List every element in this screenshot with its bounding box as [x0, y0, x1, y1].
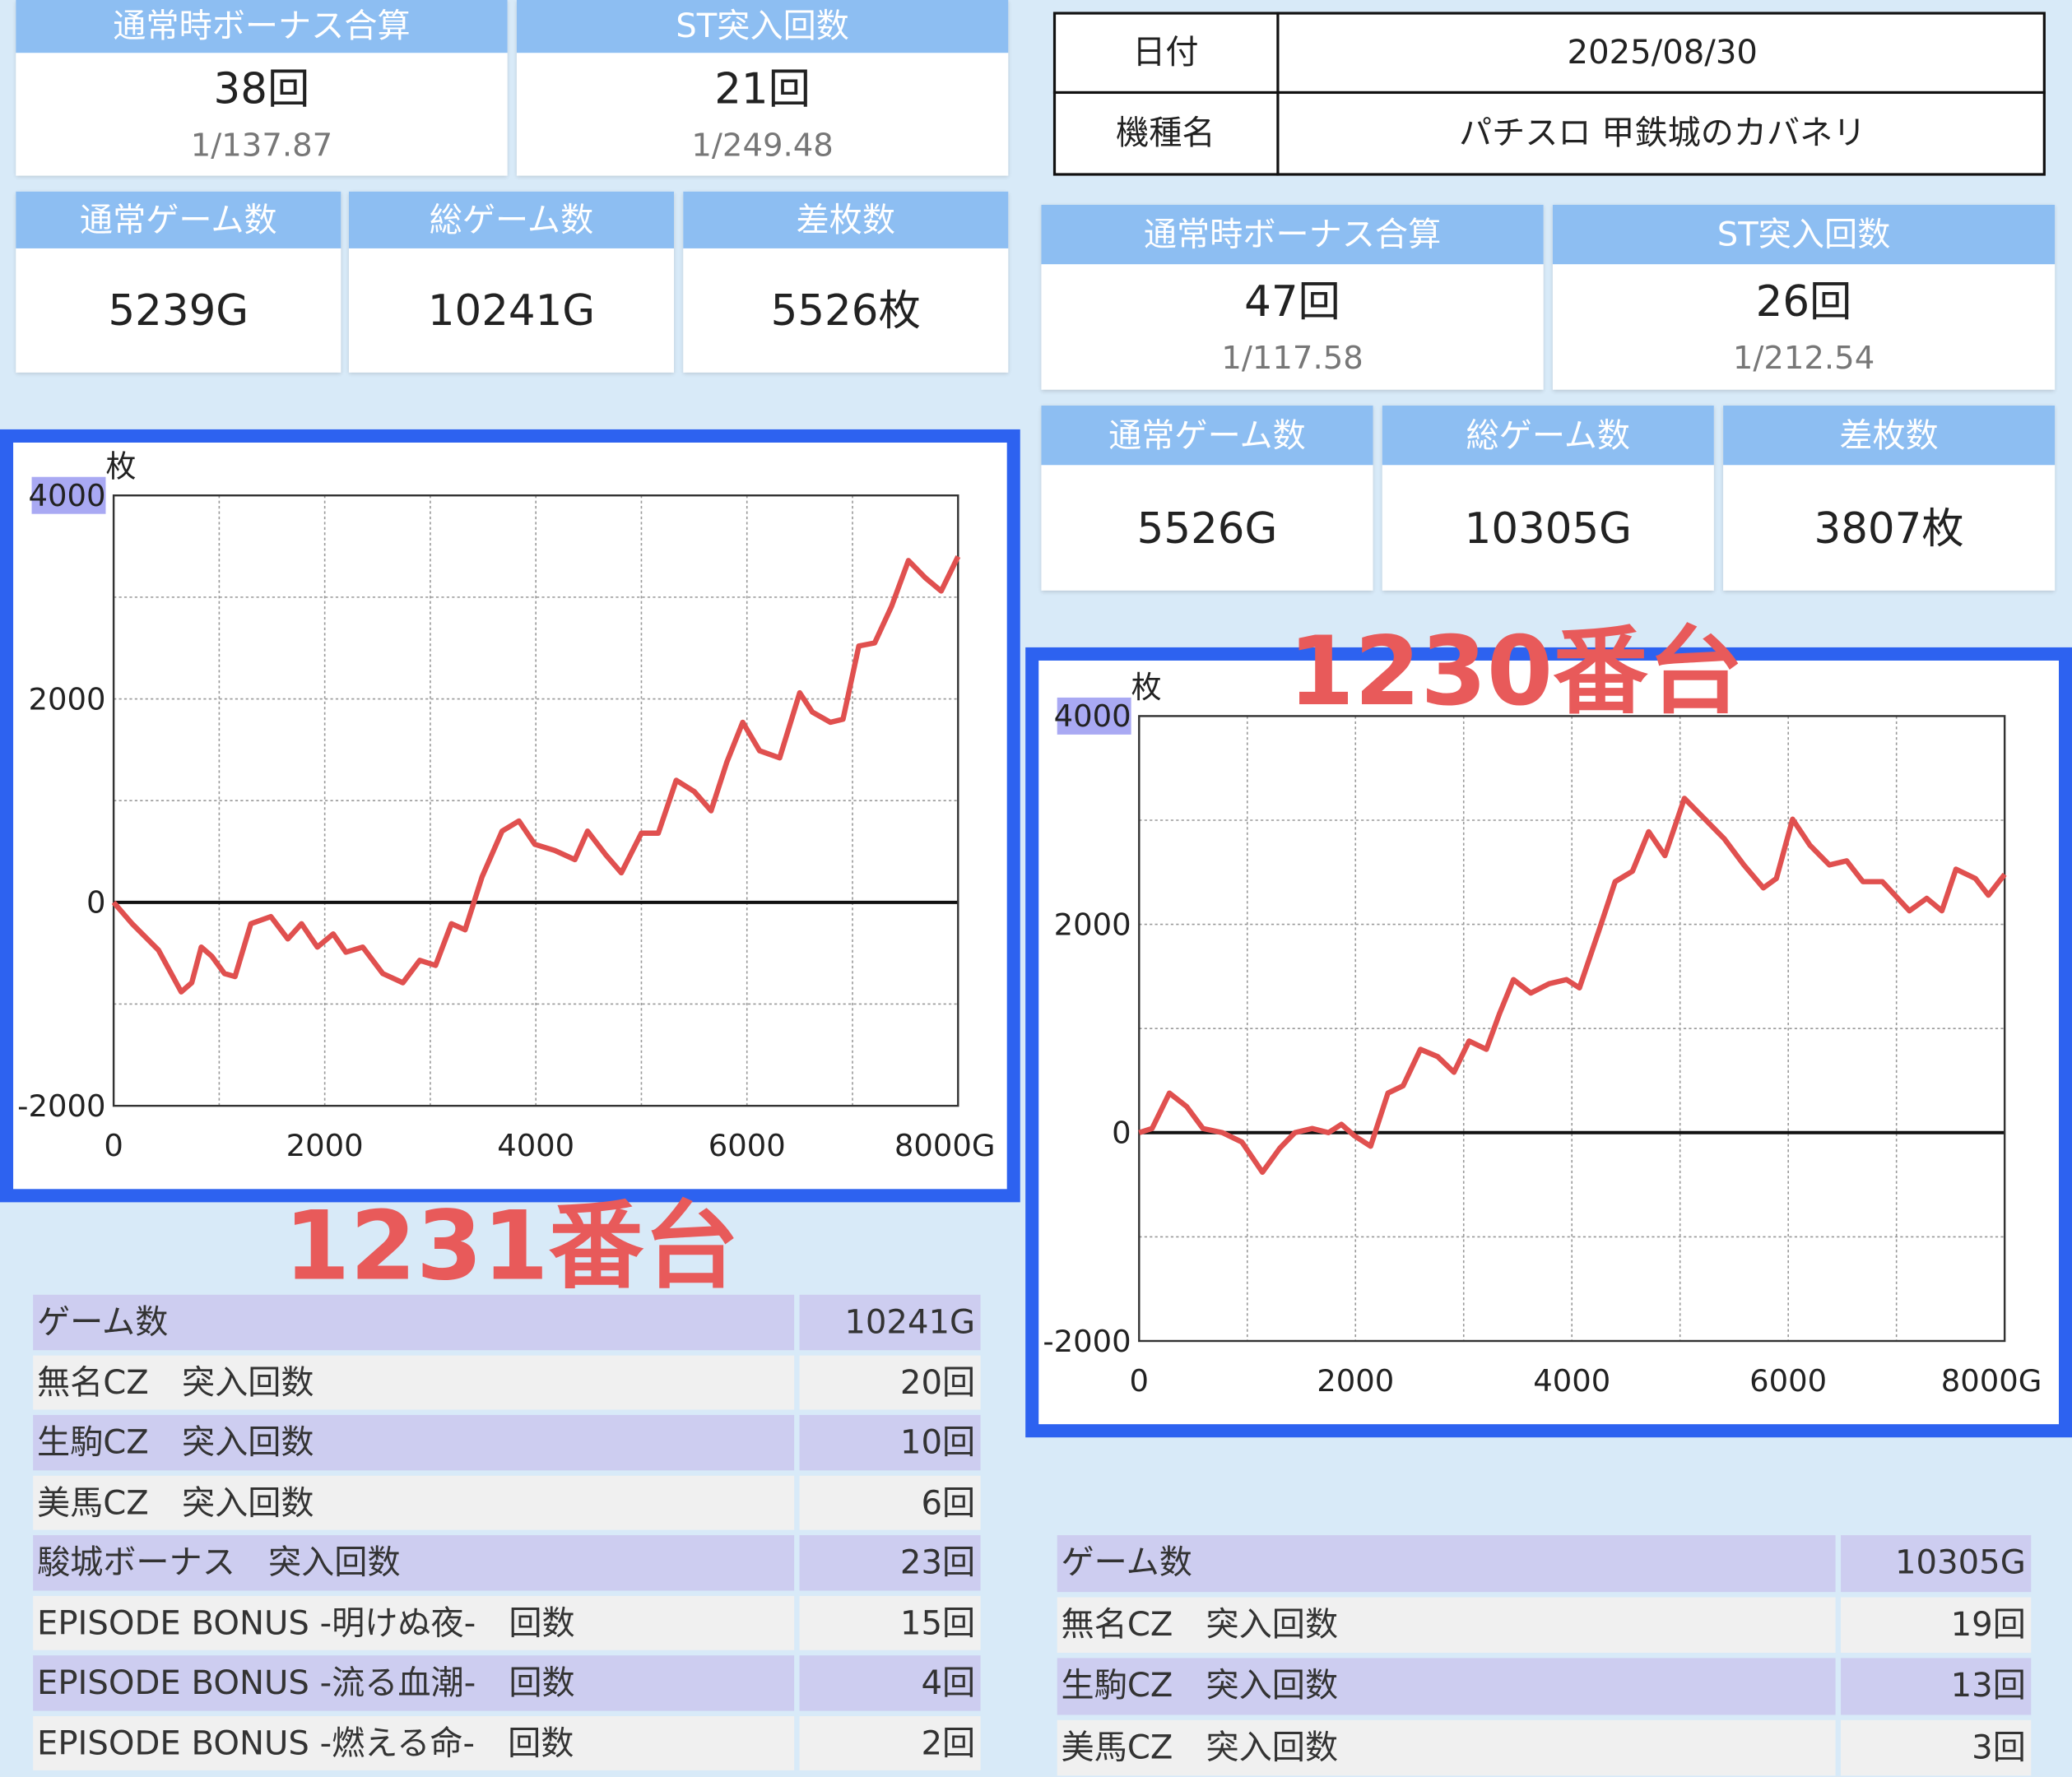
game-header: 総ゲーム数: [348, 191, 675, 248]
info-key: 機種名: [1116, 114, 1215, 152]
stat-header: ST突入回数: [516, 0, 1009, 53]
game-header: 通常ゲーム数: [16, 191, 341, 248]
info-value: 2025/08/30: [1567, 33, 1758, 72]
game-value: 5239G: [108, 285, 249, 336]
x-tick-label: 2000: [286, 1128, 364, 1163]
game-value: 10241G: [427, 285, 596, 336]
x-tick-label: 6000: [1749, 1363, 1827, 1399]
table-value: 15回: [799, 1595, 981, 1650]
x-tick-label: 6000: [708, 1128, 786, 1163]
machine-label: 1230番台: [1288, 617, 1743, 727]
stat-header: ST突入回数: [1552, 204, 2056, 265]
table-value: 20回: [799, 1354, 981, 1410]
y-tick-label: 2000: [29, 681, 106, 717]
tick-highlight: [1057, 697, 1131, 735]
data-line: [111, 554, 961, 995]
y-tick-label: 2000: [1054, 907, 1131, 942]
info-divider: [1052, 90, 2046, 95]
stat-value: 21回: [714, 63, 811, 114]
stat-rate: 1/249.48: [691, 127, 834, 165]
stat-rate: 1/137.87: [190, 127, 333, 165]
table-label: EPISODE BONUS -明けぬ夜- 回数: [33, 1595, 795, 1650]
x-tick-label: 4000: [1533, 1363, 1610, 1399]
y-tick-label: 4000: [29, 478, 106, 513]
table-value: 6回: [799, 1474, 981, 1530]
table-label: ゲーム数: [33, 1294, 795, 1350]
table-label: ゲーム数: [1057, 1535, 1836, 1592]
stat-value: 38回: [213, 63, 310, 114]
y-tick-label: -2000: [1043, 1324, 1131, 1359]
table-label: 生駒CZ 突入回数: [1057, 1658, 1836, 1714]
table-label: 生駒CZ 突入回数: [33, 1414, 795, 1470]
game-header: 通常ゲーム数: [1041, 406, 1373, 466]
table-value: 10305G: [1841, 1535, 2032, 1592]
x-tick-label: 0: [1130, 1363, 1150, 1399]
game-header: 差枚数: [683, 191, 1009, 248]
table-label: 無名CZ 突入回数: [33, 1354, 795, 1410]
game-value: 3807枚: [1814, 503, 1964, 554]
chart-frame: [0, 429, 1020, 1203]
chart-frame: [1025, 647, 2072, 1438]
y-unit: 枚: [105, 449, 136, 485]
stat-rate: 1/117.58: [1221, 339, 1364, 377]
table-value: 4回: [799, 1655, 981, 1710]
game-value: 5526G: [1136, 503, 1278, 554]
table-label: EPISODE BONUS -燃える命- 回数: [33, 1715, 795, 1770]
game-value: 10305G: [1464, 503, 1632, 554]
x-tick-label: 2000: [1317, 1363, 1394, 1399]
stat-value: 47回: [1244, 276, 1340, 327]
table-label: 美馬CZ 突入回数: [1057, 1719, 1836, 1776]
table-label: 美馬CZ 突入回数: [33, 1474, 795, 1530]
table-label: EPISODE BONUS -流る血潮- 回数: [33, 1655, 795, 1710]
y-tick-label: 0: [86, 885, 105, 921]
plot-border: [112, 494, 959, 1107]
info-key: 日付: [1132, 33, 1199, 72]
y-tick-label: -2000: [17, 1088, 105, 1124]
table-label: 無名CZ 突入回数: [1057, 1596, 1836, 1653]
game-header: 差枚数: [1723, 406, 2056, 466]
table-value: 19回: [1841, 1596, 2032, 1653]
table-value: 23回: [799, 1535, 981, 1590]
y-tick-label: 4000: [1054, 698, 1131, 734]
table-value: 13回: [1841, 1658, 2032, 1714]
x-tick-label: 8000G: [894, 1128, 996, 1163]
plot-border: [1138, 715, 2006, 1343]
info-divider: [1276, 12, 1280, 176]
stat-value: 26回: [1755, 276, 1852, 327]
x-tick-label: 4000: [497, 1128, 574, 1163]
table-label: 駿城ボーナス 突入回数: [33, 1535, 795, 1590]
table-value: 3回: [1841, 1719, 2032, 1776]
table-value: 10241G: [799, 1294, 981, 1350]
game-header: 総ゲーム数: [1382, 406, 1714, 466]
machine-label: 1231番台: [284, 1192, 739, 1302]
table-value: 10回: [799, 1414, 981, 1470]
data-line: [1138, 796, 2007, 1176]
stat-rate: 1/212.54: [1732, 339, 1875, 377]
table-value: 2回: [799, 1715, 981, 1770]
game-value: 5526枚: [770, 285, 921, 336]
x-tick-label: 0: [104, 1128, 123, 1163]
stat-header: 通常時ボーナス合算: [16, 0, 508, 53]
tick-highlight: [31, 476, 106, 514]
y-tick-label: 0: [1112, 1116, 1131, 1151]
y-unit: 枚: [1131, 670, 1162, 705]
stat-header: 通常時ボーナス合算: [1041, 204, 1544, 265]
info-value: パチスロ 甲鉄城のカバネリ: [1458, 114, 1866, 152]
x-tick-label: 8000G: [1941, 1363, 2042, 1399]
